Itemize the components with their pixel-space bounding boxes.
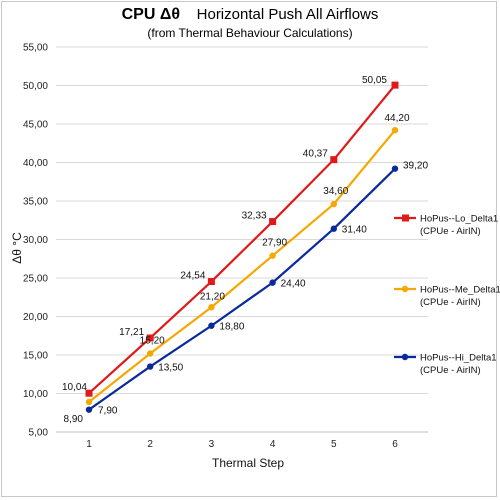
- data-label: 50,05: [362, 75, 387, 86]
- legend-marker: [401, 353, 409, 361]
- chart-subtitle: (from Thermal Behaviour Calculations): [147, 26, 353, 40]
- data-label: 15,20: [140, 335, 165, 346]
- x-tick-label: 3: [209, 439, 215, 450]
- data-point: [207, 278, 215, 286]
- data-label: 21,20: [200, 291, 225, 302]
- y-tick-label: 20,00: [23, 312, 48, 323]
- y-tick-label: 45,00: [23, 120, 48, 131]
- x-tick-label: 4: [270, 439, 276, 450]
- legend-sublabel: (CPUe - AirIN): [420, 297, 481, 308]
- data-label: 32,33: [242, 211, 267, 222]
- legend-label: HoPus--Hi_Delta1: [420, 353, 497, 364]
- data-label: 8,90: [64, 414, 84, 425]
- legend-sublabel: (CPUe - AirIN): [420, 226, 481, 237]
- y-tick-label: 15,00: [23, 351, 48, 362]
- data-point: [330, 200, 337, 208]
- y-tick-label: 50,00: [23, 81, 48, 92]
- legend-label: HoPus--Lo_Delta1: [420, 214, 498, 225]
- data-point: [391, 126, 399, 134]
- data-label: 18,80: [219, 322, 244, 333]
- legend-marker: [402, 214, 409, 222]
- data-point: [330, 225, 337, 232]
- y-tick-label: 5,00: [29, 428, 49, 439]
- data-label: 13,50: [158, 363, 183, 374]
- data-point: [208, 322, 215, 329]
- series-line-1: [88, 84, 396, 395]
- data-point: [146, 334, 154, 342]
- chart-title-rest: Horizontal Push All Airflows: [196, 6, 379, 23]
- y-tick-label: 40,00: [23, 158, 48, 169]
- series-line-2: [88, 129, 396, 403]
- data-point: [391, 81, 399, 89]
- data-label: 10,04: [62, 382, 87, 393]
- x-tick-label: 6: [392, 439, 398, 450]
- data-point: [85, 398, 93, 406]
- x-axis-ticks: 1 2 3 4 5 6: [86, 439, 398, 450]
- x-axis-title: Thermal Step: [212, 456, 284, 470]
- y-axis-ticks: 5,00 10,00 15,00 20,00 25,00 30,00 35,00 40,00 4…: [23, 43, 48, 439]
- gridlines: [56, 46, 428, 433]
- y-tick-label: 55,00: [23, 43, 48, 54]
- data-labels: 10,04 17,21 24,54 32,33 40,37 50,05 8,90 15,20 2…: [62, 75, 428, 425]
- data-point: [147, 363, 154, 370]
- y-tick-label: 10,00: [23, 389, 48, 400]
- data-label: 24,40: [281, 279, 306, 290]
- data-point: [208, 304, 215, 311]
- legend-label: HoPus--Me_Delta1: [420, 285, 500, 296]
- series-line-3: [88, 167, 396, 411]
- data-point: [391, 165, 399, 172]
- x-tick-label: 1: [86, 439, 92, 450]
- data-point: [330, 156, 338, 164]
- data-label: 31,40: [342, 225, 367, 236]
- data-label: 39,20: [403, 161, 428, 172]
- chart-title: CPU Δθ Horizontal Push All Airflows: [0, 6, 500, 24]
- x-tick-label: 2: [147, 439, 153, 450]
- y-axis-title: Δθ °C: [10, 232, 24, 264]
- data-point: [85, 389, 93, 397]
- data-point: [147, 350, 154, 357]
- data-label: 27,90: [262, 238, 287, 249]
- data-label: 17,21: [119, 327, 144, 338]
- data-label: 40,37: [303, 149, 328, 160]
- data-label: 7,90: [98, 406, 118, 417]
- y-tick-label: 25,00: [23, 274, 48, 285]
- series-markers: [85, 81, 399, 413]
- data-point: [269, 218, 277, 226]
- legend-sublabel: (CPUe - AirIN): [420, 365, 481, 376]
- legend-marker: [401, 285, 409, 293]
- y-tick-label: 30,00: [23, 235, 48, 246]
- y-tick-label: 35,00: [23, 197, 48, 208]
- chart-title-bold: CPU Δθ: [121, 6, 180, 23]
- legend: HoPus--Lo_Delta1(CPUe - AirIN)HoPus--Me_…: [394, 214, 500, 376]
- data-label: 24,54: [180, 271, 205, 282]
- data-label: 44,20: [384, 113, 409, 124]
- data-point: [269, 252, 276, 259]
- data-label: 34,60: [323, 186, 348, 197]
- series-lines: [88, 84, 396, 411]
- data-point: [85, 406, 93, 413]
- x-tick-label: 5: [331, 439, 337, 450]
- data-point: [269, 279, 276, 286]
